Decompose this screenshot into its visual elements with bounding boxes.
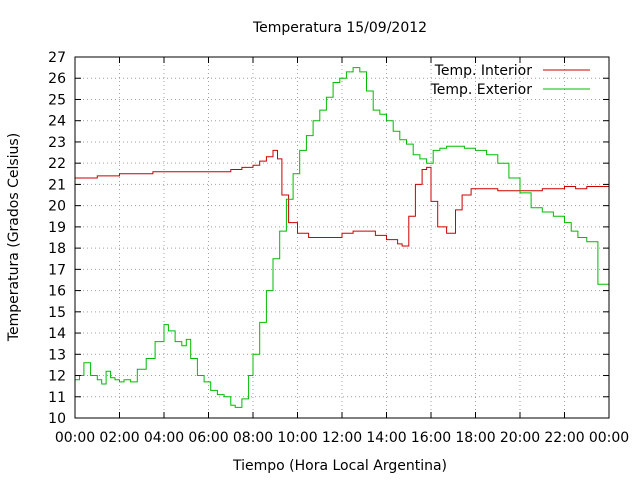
series-line-0 [75,149,609,247]
x-tick-labels: 00:00 02:00 04:00 06:00 08:00 10:00 12:00 14:00… [55,430,629,446]
x-tick-label: 16:00 [411,430,451,446]
y-tick-label: 15 [48,305,66,321]
x-tick-label: 04:00 [144,430,184,446]
x-axis-label: Tiempo (Hora Local Argentina) [232,458,447,474]
y-axis-label: Temperatura (Grados Celsius) [6,133,22,342]
chart-title: Temperatura 15/09/2012 [252,20,427,36]
x-tick-label: 00:00 [589,430,629,446]
y-tick-label: 27 [48,50,66,66]
y-tick-label: 26 [48,71,66,87]
legend: Temp. Interior Temp. Exterior [430,63,590,98]
axis-ticks [74,56,610,419]
series-layer [75,67,610,408]
x-tick-label: 18:00 [455,430,495,446]
y-tick-label: 20 [48,199,66,215]
y-tick-label: 23 [48,135,66,151]
y-tick-label: 22 [48,156,66,172]
x-tick-label: 00:00 [55,430,95,446]
y-tick-label: 17 [48,262,66,278]
y-tick-label: 12 [48,369,66,385]
legend-label-0: Temp. Interior [434,63,533,79]
x-tick-label: 06:00 [188,430,228,446]
y-tick-label: 16 [48,284,66,300]
x-tick-label: 14:00 [366,430,406,446]
grid-lines [75,57,609,418]
y-tick-label: 21 [48,177,66,193]
y-tick-label: 25 [48,92,66,108]
series-line-1 [75,67,610,408]
y-tick-labels: 10 11 12 13 14 15 16 17 18 19 20 21 22 23 24 25 26 27 [48,50,66,427]
y-tick-label: 11 [48,390,66,406]
x-tick-label: 20:00 [500,430,540,446]
legend-label-1: Temp. Exterior [430,82,533,98]
y-tick-label: 19 [48,220,66,236]
x-tick-label: 08:00 [233,430,273,446]
x-tick-label: 10:00 [277,430,317,446]
y-tick-label: 14 [48,326,66,342]
y-tick-label: 18 [48,241,66,257]
y-tick-label: 10 [48,411,66,427]
y-tick-label: 24 [48,114,66,130]
y-tick-label: 13 [48,347,66,363]
x-tick-label: 22:00 [544,430,584,446]
x-tick-label: 12:00 [322,430,362,446]
x-tick-label: 02:00 [99,430,139,446]
